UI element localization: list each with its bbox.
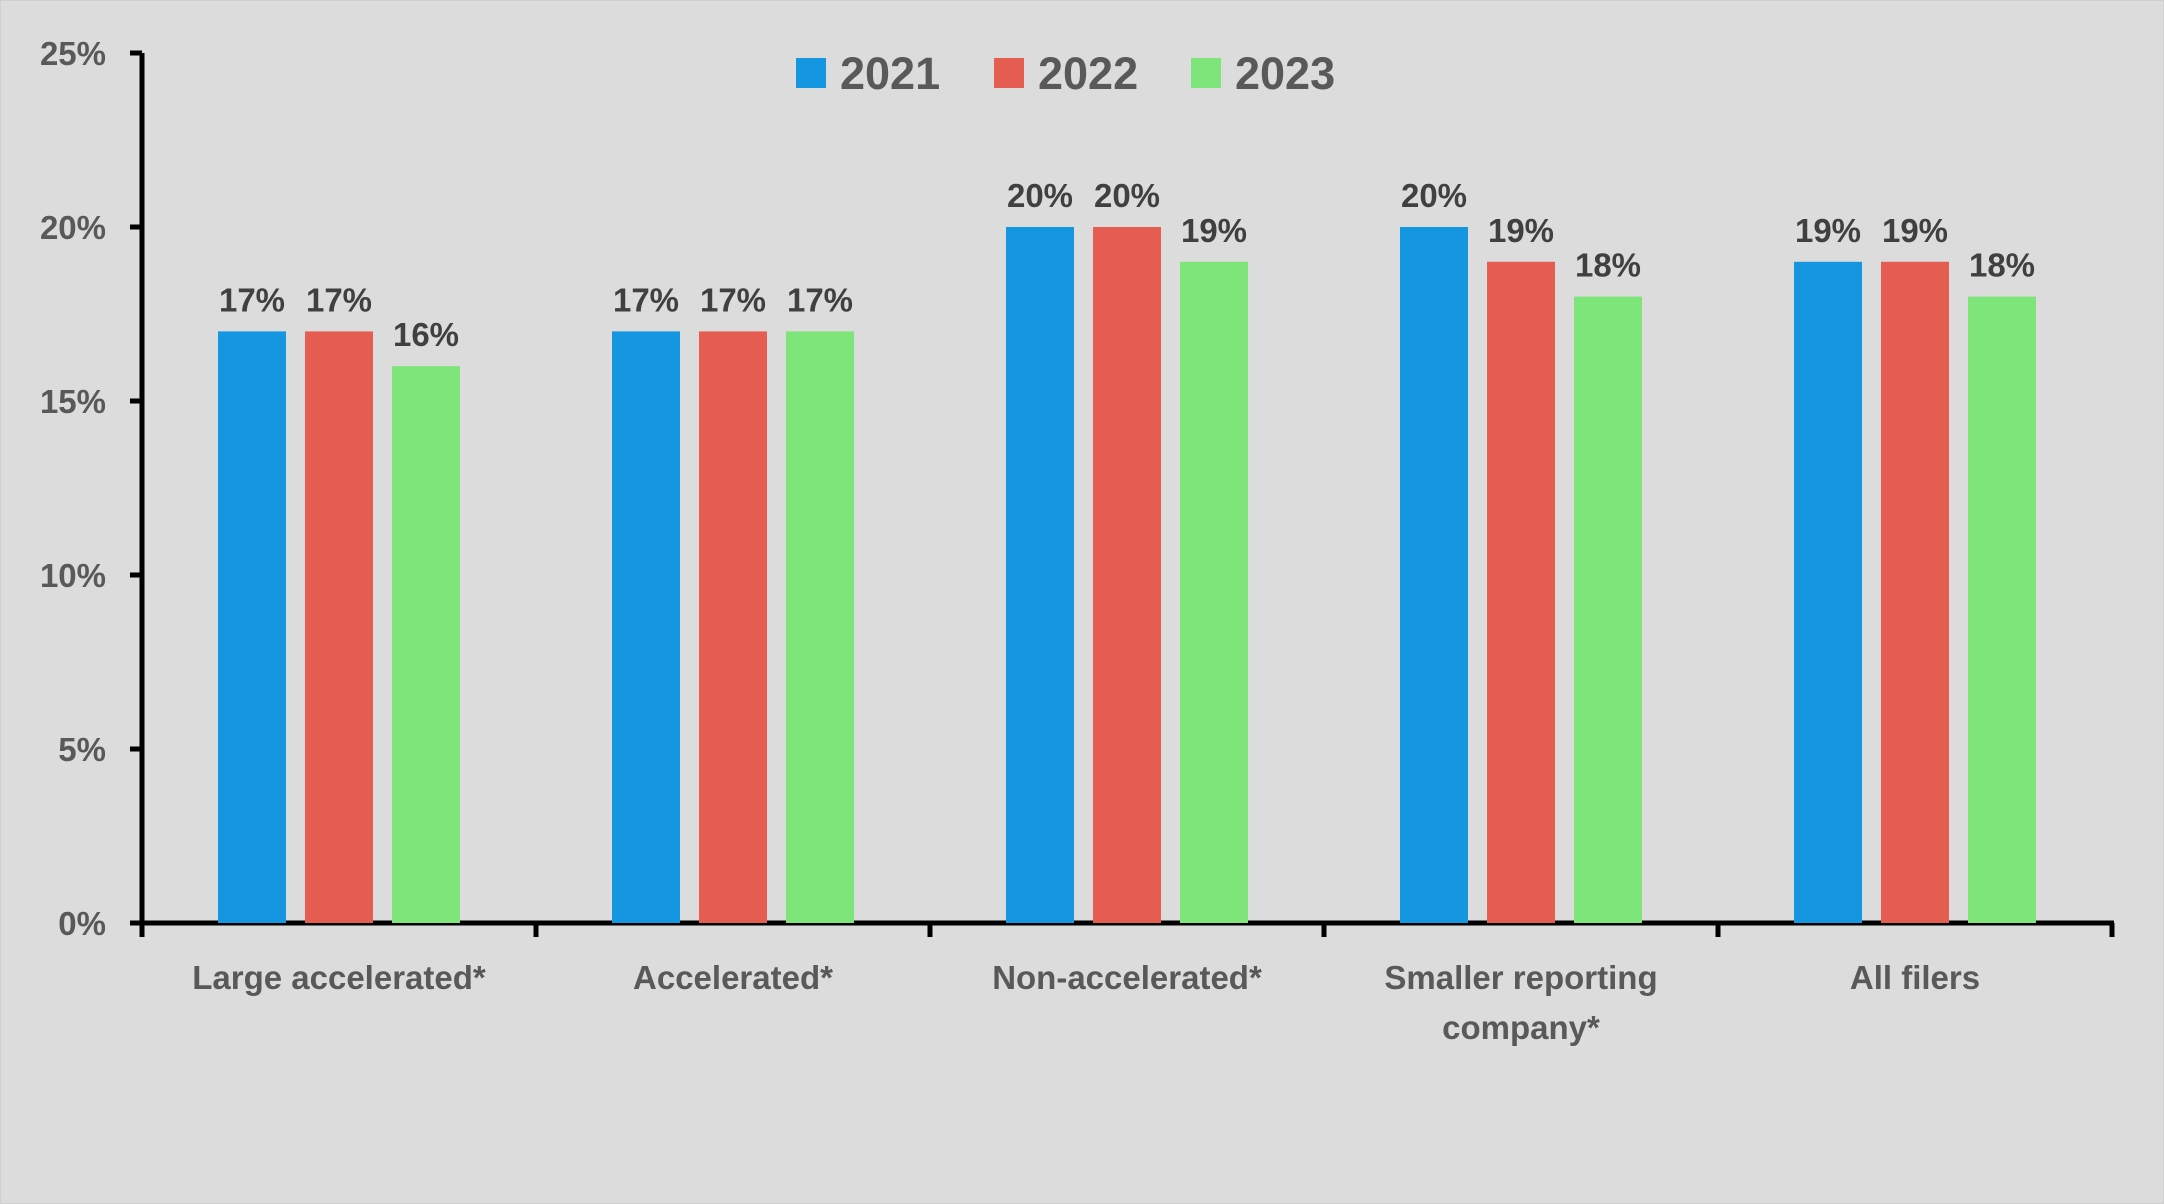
data-label: 18% — [1969, 247, 2035, 284]
legend-swatch-2021 — [796, 58, 826, 88]
legend-label: 2023 — [1235, 48, 1335, 99]
bar-2022 — [305, 331, 373, 923]
x-tick-label: company* — [1442, 1009, 1600, 1046]
bar-2021 — [1794, 261, 1862, 923]
legend-label: 2021 — [840, 48, 940, 99]
bar-2022 — [1487, 261, 1555, 923]
data-label: 16% — [393, 316, 459, 353]
data-label: 19% — [1181, 212, 1247, 249]
bar-2021 — [612, 331, 680, 923]
data-label: 19% — [1882, 212, 1948, 249]
data-label: 17% — [306, 281, 372, 318]
data-label: 17% — [219, 281, 285, 318]
data-label: 17% — [787, 281, 853, 318]
x-tick-label: Large accelerated* — [192, 959, 486, 996]
legend-swatch-2023 — [1191, 58, 1221, 88]
bar-2021 — [218, 331, 286, 923]
y-tick-label: 0% — [58, 905, 106, 942]
data-label: 19% — [1488, 212, 1554, 249]
legend-swatch-2022 — [994, 58, 1024, 88]
data-label: 18% — [1575, 247, 1641, 284]
bar-2023 — [1574, 296, 1642, 924]
data-label: 20% — [1007, 177, 1073, 214]
legend-label: 2022 — [1038, 48, 1138, 99]
data-label: 20% — [1094, 177, 1160, 214]
bar-2021 — [1006, 227, 1074, 923]
bar-2022 — [1881, 261, 1949, 923]
data-label: 20% — [1401, 177, 1467, 214]
y-tick-label: 20% — [40, 209, 106, 246]
data-label: 19% — [1795, 212, 1861, 249]
bar-2023 — [392, 366, 460, 923]
y-tick-label: 15% — [40, 383, 106, 420]
x-tick-label: Non-accelerated* — [992, 959, 1262, 996]
y-tick-label: 25% — [40, 35, 106, 72]
bar-2023 — [786, 331, 854, 923]
bar-2023 — [1968, 296, 2036, 924]
x-tick-label: Smaller reporting — [1384, 959, 1657, 996]
data-label: 17% — [700, 281, 766, 318]
bar-2022 — [1093, 227, 1161, 923]
y-tick-label: 5% — [58, 731, 106, 768]
bar-2022 — [699, 331, 767, 923]
y-tick-label: 10% — [40, 557, 106, 594]
x-tick-label: Accelerated* — [633, 959, 833, 996]
bar-2021 — [1400, 227, 1468, 923]
data-label: 17% — [613, 281, 679, 318]
x-tick-label: All filers — [1850, 959, 1980, 996]
bar-2023 — [1180, 261, 1248, 923]
